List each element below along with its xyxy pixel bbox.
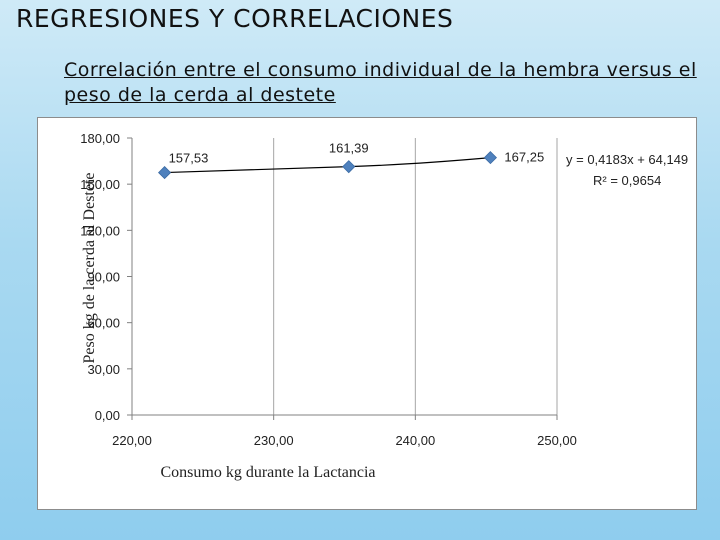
x-tick-label: 230,00 <box>254 433 294 448</box>
y-tick-label: 0,00 <box>95 408 120 423</box>
data-label: 161,39 <box>329 141 369 156</box>
trendline <box>164 157 491 174</box>
y-axis-title: Peso kg de la cerda al Destete <box>81 172 98 363</box>
data-point-diamond <box>483 151 497 165</box>
trendline-r-squared: R² = 0,9654 <box>593 173 661 188</box>
y-tick-label: 60,00 <box>87 316 120 331</box>
x-tick-label: 250,00 <box>537 433 577 448</box>
data-point-diamond <box>342 160 356 174</box>
y-tick-label: 120,00 <box>80 223 120 238</box>
y-tick-label: 150,00 <box>80 177 120 192</box>
scatter-chart: 220,00 230,00 240,00 250,00 0,00 30,00 60,00 90… <box>80 131 688 481</box>
y-tick-label: 90,00 <box>87 270 120 285</box>
trendline-equation: y = 0,4183x + 64,149 <box>566 152 688 167</box>
y-tick-label: 180,00 <box>80 131 120 146</box>
y-tick-label: 30,00 <box>87 362 120 377</box>
x-tick-label: 220,00 <box>112 433 152 448</box>
x-tick-label: 240,00 <box>395 433 435 448</box>
data-label: 167,25 <box>504 150 544 165</box>
x-axis-title: Consumo kg durante la Lactancia <box>160 464 375 481</box>
data-point-diamond <box>158 166 172 180</box>
slide-title: REGRESIONES Y CORRELACIONES <box>16 4 454 33</box>
chart-area: 220,00 230,00 240,00 250,00 0,00 30,00 60,00 90… <box>37 117 697 510</box>
data-label: 157,53 <box>169 151 209 166</box>
slide-subtitle: Correlación entre el consumo individual … <box>64 59 697 106</box>
